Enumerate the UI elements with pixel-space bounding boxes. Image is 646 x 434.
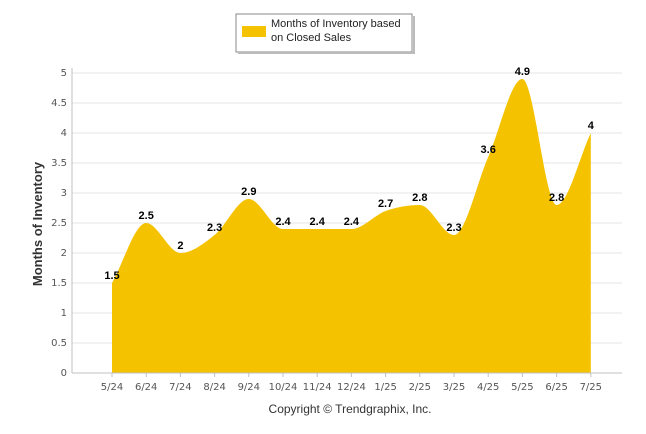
- copyright-footer: Copyright © Trendgraphix, Inc.: [269, 402, 432, 416]
- x-tick-label: 4/25: [477, 382, 499, 393]
- y-tick-label: 3: [61, 188, 67, 199]
- x-tick-label: 5/25: [511, 382, 533, 393]
- legend[interactable]: Months of Inventory based on Closed Sale…: [235, 13, 415, 54]
- x-tick-label: 6/25: [545, 382, 567, 393]
- data-label: 2: [177, 240, 183, 252]
- y-axis-label: Months of Inventory: [30, 161, 45, 286]
- data-label: 2.7: [378, 198, 393, 210]
- data-label: 3.6: [481, 144, 496, 156]
- x-tick-label: 12/24: [337, 382, 366, 393]
- data-label: 2.9: [241, 186, 256, 198]
- data-label: 4: [588, 120, 595, 132]
- y-tick-label: 2.5: [51, 218, 67, 229]
- x-tick-label: 1/25: [374, 382, 396, 393]
- data-label: 2.3: [207, 222, 222, 234]
- y-tick-label: 2: [61, 248, 67, 259]
- y-tick-label: 3.5: [51, 158, 67, 169]
- data-label: 2.8: [549, 192, 564, 204]
- x-tick-label: 7/25: [580, 382, 602, 393]
- y-tick-label: 4: [61, 128, 67, 139]
- x-tick-label: 9/24: [238, 382, 260, 393]
- data-label: 2.5: [139, 210, 154, 222]
- x-tick-label: 7/24: [169, 382, 191, 393]
- data-labels: 1.5 2.5 2 2.3 2.9 2.4 2.4 2.4 2.7 2.8 2.3 3.6 4.9 2.8…: [104, 66, 594, 282]
- y-tick-label: 5: [61, 68, 67, 79]
- x-axis-ticks: 5/24 6/24 7/24 8/24 9/24 10/24 11/24 12/24 1/25 2…: [101, 373, 602, 393]
- data-label: 2.4: [310, 216, 326, 228]
- y-axis-ticks: 0 0.5 1 1.5 2 2.5 3 3.5 4 4.5 5: [51, 68, 67, 379]
- area-series: [112, 79, 591, 373]
- x-tick-label: 3/25: [443, 382, 465, 393]
- y-tick-label: 1.5: [51, 278, 67, 289]
- x-tick-label: 6/24: [135, 382, 157, 393]
- data-label: 2.8: [412, 192, 427, 204]
- data-label: 2.3: [446, 222, 461, 234]
- data-label: 2.4: [344, 216, 360, 228]
- y-tick-label: 0: [61, 368, 67, 379]
- data-label: 1.5: [104, 270, 119, 282]
- x-tick-label: 8/24: [203, 382, 225, 393]
- legend-label: Months of Inventory based on Closed Sale…: [271, 18, 404, 44]
- axes: [71, 68, 622, 374]
- data-label: 2.4: [275, 216, 291, 228]
- y-tick-label: 1: [61, 308, 67, 319]
- x-tick-label: 5/24: [101, 382, 123, 393]
- x-tick-label: 10/24: [269, 382, 298, 393]
- x-tick-label: 11/24: [303, 382, 332, 393]
- x-tick-label: 2/25: [409, 382, 431, 393]
- data-label: 4.9: [515, 66, 530, 78]
- y-tick-label: 0.5: [51, 338, 67, 349]
- y-tick-label: 4.5: [51, 98, 67, 109]
- legend-swatch: [242, 26, 266, 37]
